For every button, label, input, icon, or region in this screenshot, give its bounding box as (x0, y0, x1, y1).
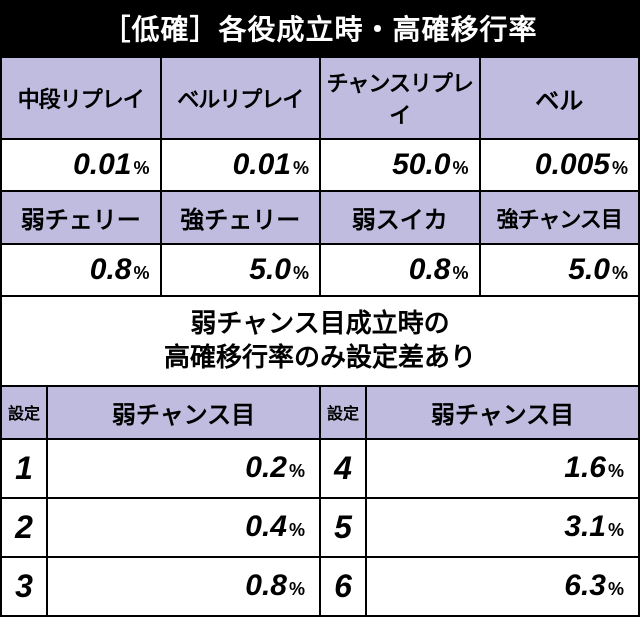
settei-number: 3 (1, 557, 47, 616)
table-row: 1 0.2% 4 1.6% (1, 439, 639, 498)
note-text: 弱チャンス目成立時の 高確移行率のみ設定差あり (0, 297, 640, 385)
settei-number: 1 (1, 439, 47, 498)
col-header: ベル (480, 57, 640, 139)
col-header: チャンスリプレイ (320, 57, 480, 139)
table-row: 中段リプレイ ベルリプレイ チャンスリプレイ ベル (1, 57, 639, 139)
rate-cell: 0.4% (47, 498, 320, 557)
settei-number: 6 (320, 557, 366, 616)
rates-table-2: 設定 弱チャンス目 設定 弱チャンス目 1 0.2% 4 1.6% 2 0.4%… (0, 385, 640, 617)
col-header: ベルリプレイ (161, 57, 321, 139)
rate-cell: 1.6% (366, 439, 639, 498)
settei-label: 設定 (1, 386, 47, 439)
col-header: 中段リプレイ (1, 57, 161, 139)
rate-cell: 5.0% (480, 244, 640, 296)
table-row: 0.8% 5.0% 0.8% 5.0% (1, 244, 639, 296)
col-header: 強チェリー (161, 191, 321, 244)
rate-cell: 0.8% (320, 244, 480, 296)
rate-cell: 0.01% (161, 139, 321, 191)
rate-cell: 50.0% (320, 139, 480, 191)
table-row: 2 0.4% 5 3.1% (1, 498, 639, 557)
table-row: 設定 弱チャンス目 設定 弱チャンス目 (1, 386, 639, 439)
rate-cell: 6.3% (366, 557, 639, 616)
col-header: 弱スイカ (320, 191, 480, 244)
rate-cell: 0.8% (47, 557, 320, 616)
rates-table-1: 中段リプレイ ベルリプレイ チャンスリプレイ ベル 0.01% 0.01% 50… (0, 56, 640, 297)
col-header: 弱チャンス目 (366, 386, 639, 439)
rate-cell: 0.2% (47, 439, 320, 498)
col-header: 弱チェリー (1, 191, 161, 244)
col-header: 弱チャンス目 (47, 386, 320, 439)
rate-cell: 3.1% (366, 498, 639, 557)
rate-cell: 0.8% (1, 244, 161, 296)
table-row: 3 0.8% 6 6.3% (1, 557, 639, 616)
page-title: ［低確］各役成立時・高確移行率 (0, 0, 640, 56)
settei-number: 2 (1, 498, 47, 557)
rate-cell: 0.01% (1, 139, 161, 191)
settei-number: 4 (320, 439, 366, 498)
settei-number: 5 (320, 498, 366, 557)
settei-label: 設定 (320, 386, 366, 439)
table-row: 0.01% 0.01% 50.0% 0.005% (1, 139, 639, 191)
table-row: 弱チェリー 強チェリー 弱スイカ 強チャンス目 (1, 191, 639, 244)
rate-cell: 0.005% (480, 139, 640, 191)
rate-cell: 5.0% (161, 244, 321, 296)
col-header: 強チャンス目 (480, 191, 640, 244)
